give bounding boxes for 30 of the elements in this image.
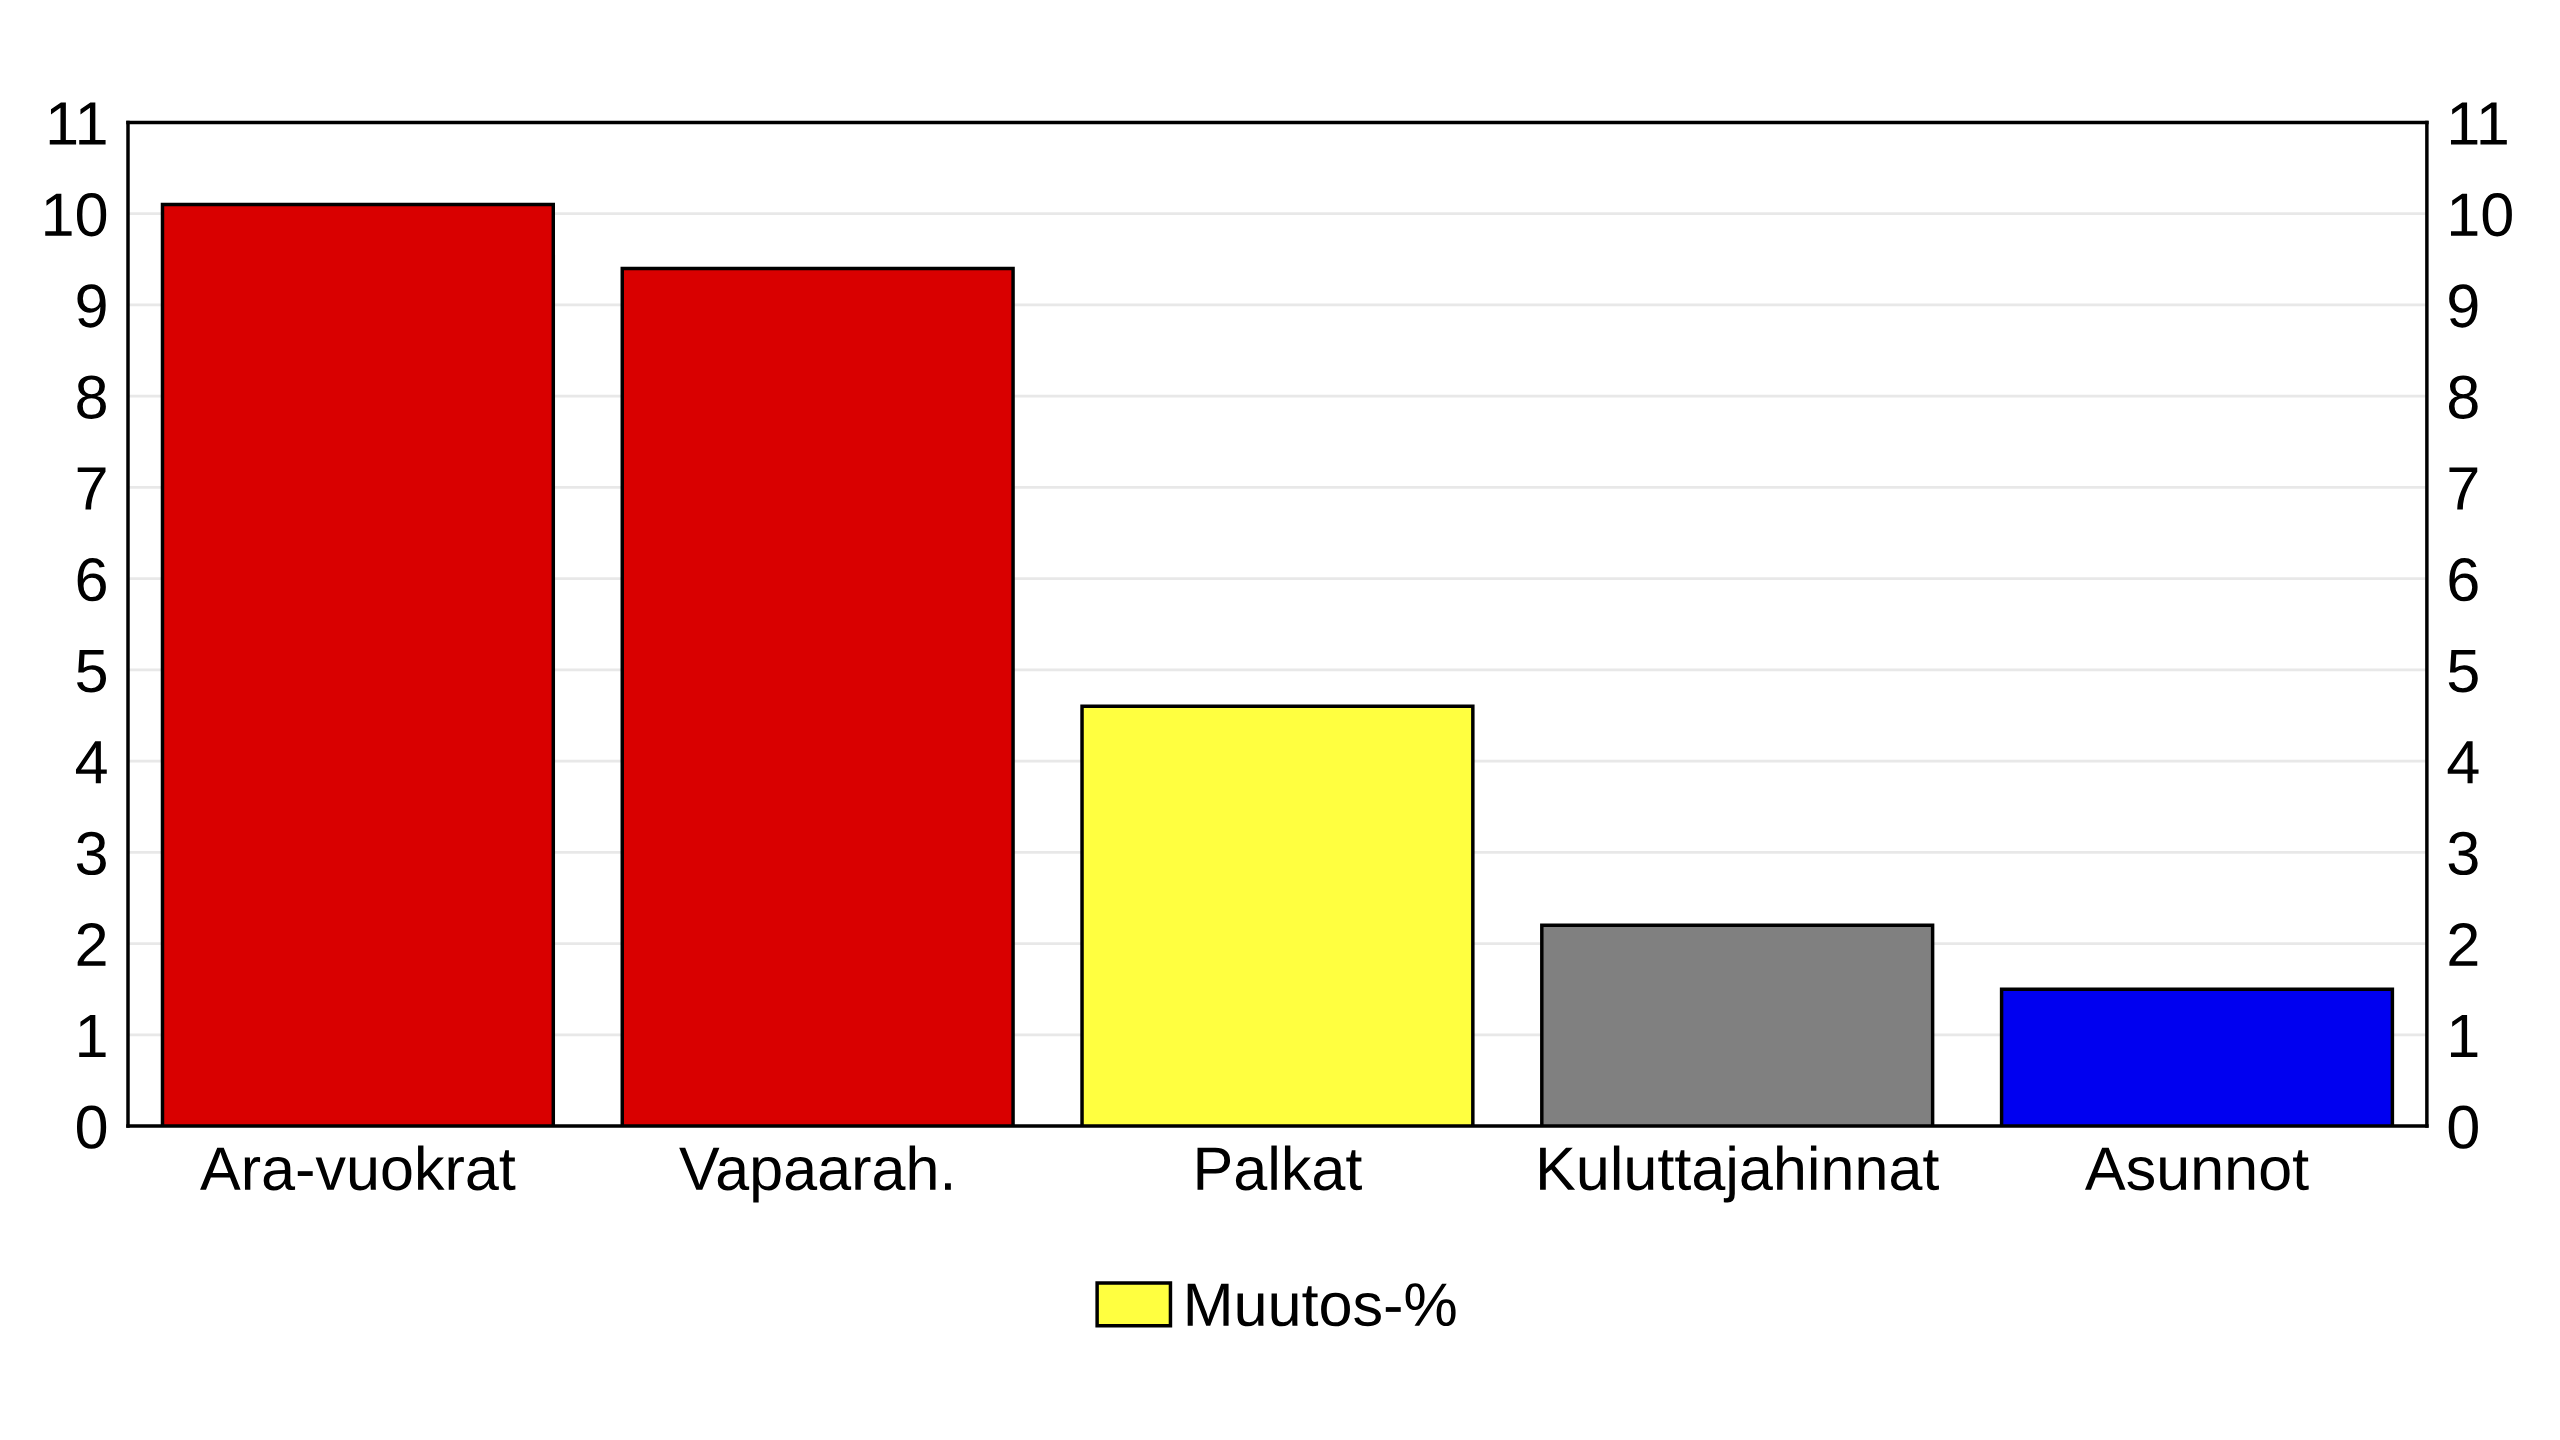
y-tick-label: 1 xyxy=(79,1014,106,1057)
y2-tick-label: 10 xyxy=(2450,193,2512,237)
y-tick-label: 2 xyxy=(77,923,106,966)
y2-tick-label: 2 xyxy=(2449,923,2478,966)
x-tick-label: Palkat xyxy=(1197,1145,1362,1191)
y2-tick-label: 1 xyxy=(2450,1014,2478,1057)
y-tick-label: 9 xyxy=(77,284,106,328)
y-tick-label: 3 xyxy=(76,831,106,876)
y2-tick-label: 0 xyxy=(2448,1105,2478,1149)
x-tick-label: Asunnot xyxy=(2085,1147,2309,1191)
y-tick-label: 5 xyxy=(77,649,106,693)
y2-tick-label: 9 xyxy=(2449,284,2478,328)
y2-tick-label: 5 xyxy=(2448,649,2478,693)
x-tick-label: Ara-vuokrat xyxy=(200,1145,516,1191)
y-tick-label: 6 xyxy=(77,558,106,602)
y-tick-label: 7 xyxy=(77,467,106,510)
y-tick-label: 8 xyxy=(77,375,106,419)
y2-tick-label: 7 xyxy=(2449,467,2478,510)
y2-tick-label: 11 xyxy=(2450,102,2507,145)
y2-tick-label: 4 xyxy=(2447,741,2479,784)
x-tick-label: Vapaarah. xyxy=(679,1145,951,1203)
y-tick-label: 11 xyxy=(49,102,106,145)
y-tick-label: 10 xyxy=(45,193,107,237)
legend-label: Muutos-% xyxy=(1187,1283,1456,1327)
y2-tick-label: 3 xyxy=(2448,831,2478,876)
y2-tick-label: 8 xyxy=(2448,375,2478,419)
y-tick-label: 4 xyxy=(75,741,107,784)
y2-tick-label: 6 xyxy=(2449,558,2478,602)
x-tick-label: Kuluttajahinnat xyxy=(1540,1145,1939,1203)
y-tick-label: 0 xyxy=(76,1105,107,1149)
